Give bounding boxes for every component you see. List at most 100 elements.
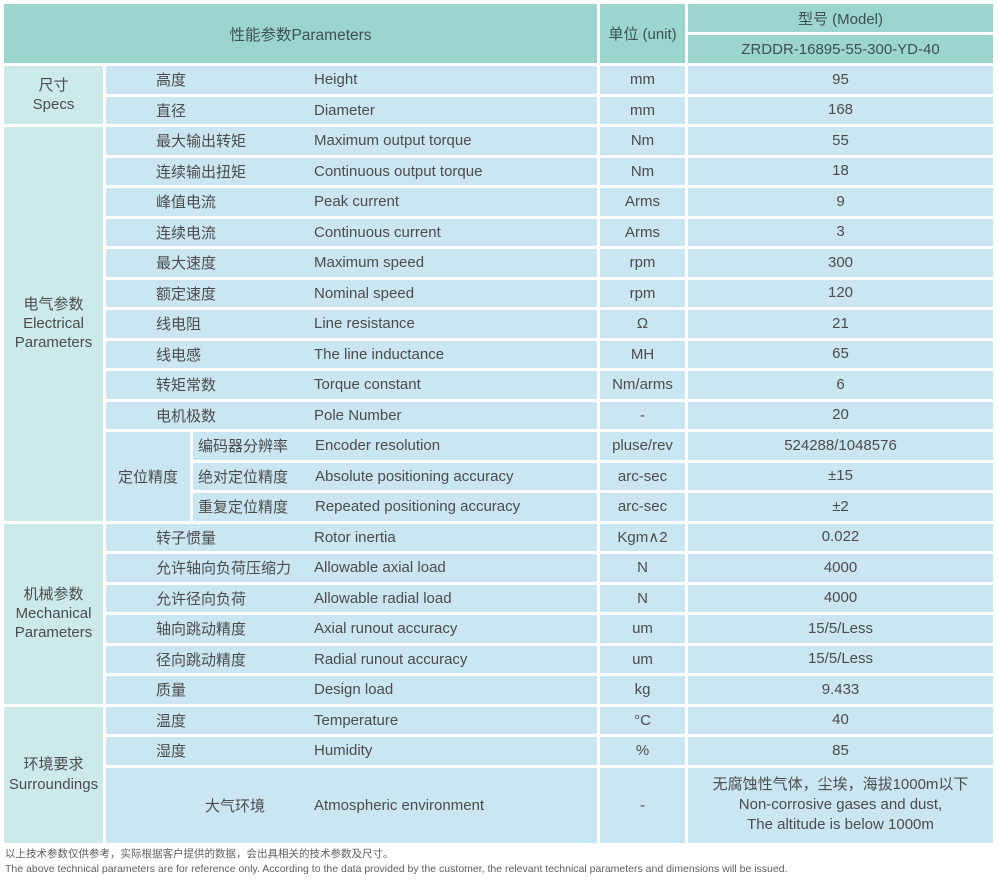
unit-cell: arc-sec <box>600 462 685 490</box>
unit-cell: Ω <box>600 310 685 338</box>
unit-cell: rpm <box>600 279 685 307</box>
category-en: Surroundings <box>8 775 99 793</box>
unit-cell: N <box>600 584 685 612</box>
value-cell: 65 <box>688 340 993 368</box>
value-cell: 0.022 <box>688 523 993 551</box>
param-en: Atmospheric environment <box>314 796 485 814</box>
param-cn: 大气环境 <box>204 797 265 815</box>
value-cell: 40 <box>688 706 993 734</box>
unit-cell: N <box>600 554 685 582</box>
table-row: 允许轴向负荷压缩力 Allowable axial load N 4000 <box>106 554 993 582</box>
param-en: Maximum output torque <box>314 132 472 150</box>
table-row: 绝对定位精度 Absolute positioning accuracy arc-… <box>193 462 993 490</box>
param-cn: 额定速度 <box>156 285 217 303</box>
value-cell: 85 <box>688 737 993 765</box>
value-cell: 无腐蚀性气体，尘埃，海拔1000m以下 Non-corrosive gases … <box>688 767 993 843</box>
unit-cell: Arms <box>600 218 685 246</box>
value-cell: 20 <box>688 401 993 429</box>
param-cn: 质量 <box>156 682 187 700</box>
table-row: 高度 Height mm 95 <box>106 66 993 94</box>
section-mechanical: 机械参数 Mechanical Parameters 转子惯量 Rotor ine… <box>4 523 993 704</box>
value-cell: 9.433 <box>688 676 993 704</box>
param-en: Design load <box>314 681 394 699</box>
value-cell: 15/5/Less <box>688 645 993 673</box>
param-en: Maximum speed <box>314 254 425 272</box>
param-en: Axial runout accuracy <box>314 620 458 638</box>
value-cell: 120 <box>688 279 993 307</box>
param-en: Nominal speed <box>314 284 415 302</box>
table-row: 连续电流 Continuous current Arms 3 <box>106 218 993 246</box>
category-cn: 尺寸 <box>38 76 69 94</box>
value-cell: ±15 <box>688 462 993 490</box>
param-cn: 线电感 <box>156 346 202 364</box>
unit-cell: arc-sec <box>600 493 685 521</box>
positioning-accuracy-group: 定位精度 编码器分辨率 Encoder resolution pluse/rev … <box>106 432 993 521</box>
unit-cell: Nm <box>600 157 685 185</box>
param-cn: 湿度 <box>156 743 187 761</box>
table-row: 电机极数 Pole Number - 20 <box>106 401 993 429</box>
table-row: 温度 Temperature °C 40 <box>106 706 993 734</box>
unit-cell: Nm <box>600 127 685 155</box>
value-cell: 300 <box>688 249 993 277</box>
param-en: Continuous output torque <box>314 162 483 180</box>
value-cell: 15/5/Less <box>688 615 993 643</box>
value-cell: 95 <box>688 66 993 94</box>
model-value: ZRDDR-16895-55-300-YD-40 <box>688 35 993 63</box>
unit-header: 单位 (unit) <box>600 4 685 63</box>
param-en: Torque constant <box>314 376 421 394</box>
table-row: 径向跳动精度 Radial runout accuracy um 15/5/Les… <box>106 645 993 673</box>
category-cn: 电气参数 <box>23 295 84 313</box>
table-row: 峰值电流 Peak current Arms 9 <box>106 188 993 216</box>
value-cell: ±2 <box>688 493 993 521</box>
param-cn: 直径 <box>156 102 187 120</box>
model-label: 型号 (Model) <box>688 4 993 32</box>
table-row: 重复定位精度 Repeated positioning accuracy arc-… <box>193 493 993 521</box>
category-cn: 环境要求 <box>23 756 84 774</box>
table-row: 湿度 Humidity % 85 <box>106 737 993 765</box>
table-row: 直径 Diameter mm 168 <box>106 96 993 124</box>
unit-cell: - <box>600 401 685 429</box>
param-cn: 连续电流 <box>156 224 217 242</box>
unit-cell: mm <box>600 96 685 124</box>
unit-cell: Kgm∧2 <box>600 523 685 551</box>
unit-cell: rpm <box>600 249 685 277</box>
table-header: 性能参数Parameters 单位 (unit) 型号 (Model) ZRDD… <box>4 4 993 63</box>
param-en: Line resistance <box>314 315 415 333</box>
table-row: 转矩常数 Torque constant Nm/arms 6 <box>106 371 993 399</box>
param-en: Temperature <box>314 711 399 729</box>
spec-table: 性能参数Parameters 单位 (unit) 型号 (Model) ZRDD… <box>4 4 993 843</box>
param-en: Radial runout accuracy <box>314 650 468 668</box>
value-cell: 168 <box>688 96 993 124</box>
param-cn: 轴向跳动精度 <box>156 621 247 639</box>
table-row: 编码器分辨率 Encoder resolution pluse/rev 52428… <box>193 432 993 460</box>
unit-cell: - <box>600 767 685 843</box>
param-cn: 绝对定位精度 <box>198 468 289 486</box>
value-cell: 9 <box>688 188 993 216</box>
table-row: 允许径向负荷 Allowable radial load N 4000 <box>106 584 993 612</box>
param-cn: 径向跳动精度 <box>156 651 247 669</box>
param-cn: 编码器分辨率 <box>198 438 289 456</box>
category-en: Electrical Parameters <box>14 315 93 352</box>
category-cell: 电气参数 Electrical Parameters <box>4 127 103 521</box>
param-en: Repeated positioning accuracy <box>315 498 521 516</box>
value-cell: 4000 <box>688 584 993 612</box>
param-cn: 最大输出转矩 <box>156 133 247 151</box>
category-cell: 尺寸 Specs <box>4 66 103 124</box>
param-en: Allowable axial load <box>314 559 446 577</box>
unit-cell: um <box>600 645 685 673</box>
param-en: Continuous current <box>314 223 441 241</box>
unit-cell: pluse/rev <box>600 432 685 460</box>
param-cn: 峰值电流 <box>156 194 217 212</box>
category-en: Specs <box>32 96 75 113</box>
value-cell: 18 <box>688 157 993 185</box>
unit-cell: Nm/arms <box>600 371 685 399</box>
section-specs: 尺寸 Specs 高度 Height mm 95 直径 Diameter mm 16… <box>4 66 993 124</box>
param-cn: 电机极数 <box>156 407 217 425</box>
category-en: Mechanical Parameters <box>14 604 93 642</box>
model-header-column: 型号 (Model) ZRDDR-16895-55-300-YD-40 <box>688 4 993 63</box>
positioning-accuracy-label: 定位精度 <box>106 432 190 521</box>
param-cn: 重复定位精度 <box>198 499 289 517</box>
table-row: 线电感 The line inductance MH 65 <box>106 340 993 368</box>
param-cn: 允许径向负荷 <box>156 590 247 608</box>
section-surroundings: 环境要求 Surroundings 温度 Temperature °C 40 湿度… <box>4 706 993 843</box>
